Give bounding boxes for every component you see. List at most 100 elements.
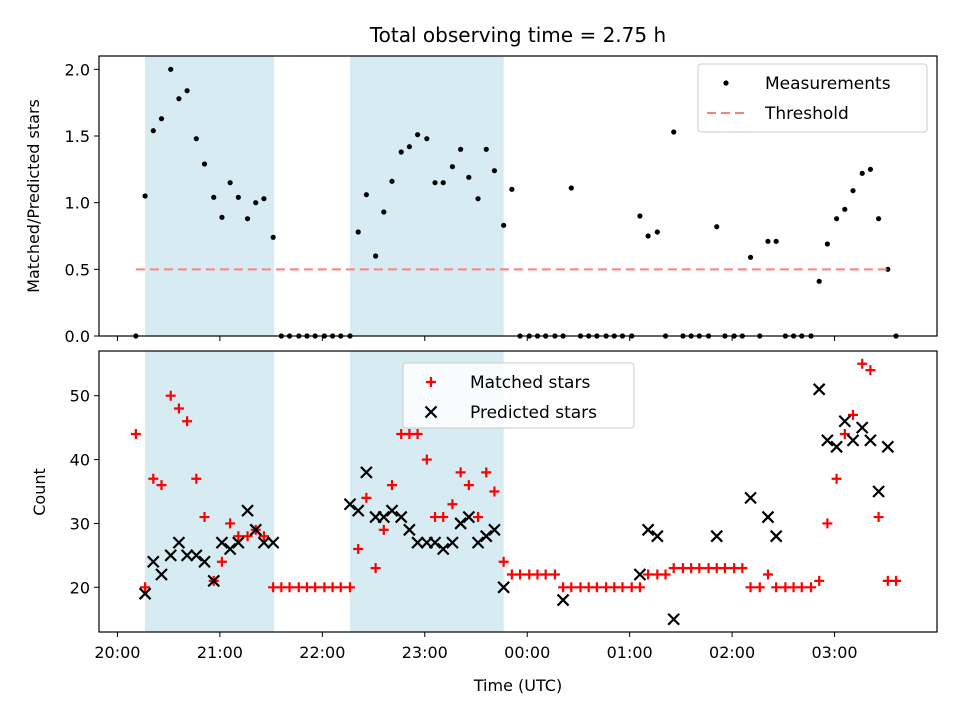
matched-stars-point: [515, 569, 526, 580]
matched-stars-point: [660, 569, 671, 580]
matched-stars-point: [865, 365, 876, 376]
measurements-point: [885, 266, 891, 272]
matched-stars-point: [258, 531, 269, 542]
matched-stars-point: [386, 480, 397, 491]
predicted-stars-point: [198, 555, 211, 569]
measurements-point: [867, 166, 874, 172]
predicted-stars-point: [155, 568, 168, 581]
matched-stars-point: [481, 467, 492, 478]
measurements-legend-marker: [723, 80, 729, 86]
measurements-point: [150, 128, 156, 134]
matched-stars-point: [335, 582, 346, 593]
count-y-tick-label: 50: [70, 387, 90, 406]
matched-stars-point: [225, 518, 236, 529]
measurements-point: [227, 180, 233, 186]
predicted-stars-point: [812, 383, 826, 396]
measurements-point: [449, 164, 456, 170]
matched-stars-point: [891, 575, 902, 586]
measurements-point: [568, 185, 574, 191]
matched-stars-point: [719, 563, 730, 574]
measurements-point: [381, 209, 387, 215]
predicted-stars-point: [769, 529, 783, 543]
matched-stars-point: [643, 569, 654, 580]
measurements-point: [201, 161, 208, 167]
predicted-stars-point: [360, 466, 373, 479]
measurements-point: [176, 96, 182, 102]
x-tick-label: 21:00: [197, 643, 243, 662]
measurements-point: [714, 224, 720, 230]
matched-stars-point: [831, 473, 842, 484]
measurements-point: [424, 136, 430, 142]
predicted-stars-point: [446, 536, 459, 549]
matched-stars-point: [284, 582, 295, 593]
matched-stars-point: [412, 429, 423, 440]
predicted-stars-point: [207, 574, 221, 588]
predicted-stars-point: [377, 510, 391, 524]
matched-stars-point: [378, 524, 389, 535]
measurements-point: [773, 238, 779, 244]
ratio-shaded-interval-2: [349, 56, 504, 336]
predicted-stars-point: [343, 497, 357, 511]
predicted-stars-point: [667, 612, 680, 626]
ratio-y-axis-label: Matched/Predicted stars: [24, 99, 43, 293]
predicted-stars-point: [164, 549, 177, 562]
threshold-legend-label: Threshold: [764, 104, 849, 124]
predicted-stars-point: [249, 523, 263, 537]
matched-stars-point: [873, 512, 884, 523]
matched-stars-point: [310, 582, 321, 593]
count-y-tick-label: 20: [70, 578, 90, 597]
measurements-point: [211, 194, 217, 200]
count-y-tick-label: 40: [70, 451, 90, 470]
matched-stars-point: [242, 531, 253, 542]
predicted-stars-point: [403, 523, 416, 537]
measurements-point: [654, 229, 660, 235]
measurements-point: [142, 193, 148, 199]
matched-stars-point: [737, 563, 748, 574]
count-legend: Matched stars Predicted stars: [402, 362, 635, 429]
x-tick-label: 02:00: [709, 643, 755, 662]
predicted-stars-point: [232, 536, 245, 549]
ratio-y-tick-label: 1.5: [65, 127, 90, 146]
matched-stars-point: [140, 582, 151, 593]
matched-stars-point: [771, 582, 782, 593]
measurements-point: [363, 192, 369, 198]
predicted-stars-point: [479, 529, 493, 543]
measurements-point: [261, 196, 267, 202]
measurements-point: [440, 180, 446, 186]
measurements-point: [253, 200, 259, 206]
x-tick-label: 22:00: [299, 643, 345, 662]
matched-stars-point: [668, 563, 679, 574]
measurements-point: [235, 194, 241, 200]
predicted-stars-point: [138, 587, 152, 600]
predicted-stars-point: [241, 504, 254, 517]
predicted-stars-point: [872, 485, 885, 498]
measurements-point: [637, 213, 643, 219]
matched-stars-point: [455, 467, 466, 478]
predicted-stars-point: [266, 536, 280, 549]
measurements-point: [842, 206, 848, 212]
predicted-stars-point: [215, 536, 229, 549]
measurements-point: [816, 278, 822, 284]
matched-stars-point: [489, 486, 500, 497]
predicted-stars-point: [651, 529, 664, 543]
matched-stars-legend-label: Matched stars: [470, 373, 590, 393]
predicted-stars-point: [641, 523, 655, 537]
measurements-point: [483, 146, 489, 152]
matched-stars-point: [233, 531, 244, 542]
predicted-stars-point: [257, 536, 271, 549]
predicted-stars-point: [710, 529, 724, 543]
measurements-point: [501, 222, 507, 228]
measurements-point: [491, 168, 498, 174]
matched-stars-point: [199, 512, 210, 523]
count-shaded-interval-1: [145, 351, 275, 632]
predicted-stars-point: [846, 434, 860, 447]
measurements-point: [398, 149, 404, 155]
measurements-point: [373, 253, 379, 259]
matched-stars-point: [839, 429, 850, 440]
x-tick-label: 00:00: [504, 643, 550, 662]
matched-stars-point: [473, 512, 484, 523]
x-tick-label: 03:00: [812, 643, 858, 662]
predicted-stars-point: [556, 593, 570, 607]
measurements-point: [193, 136, 199, 142]
